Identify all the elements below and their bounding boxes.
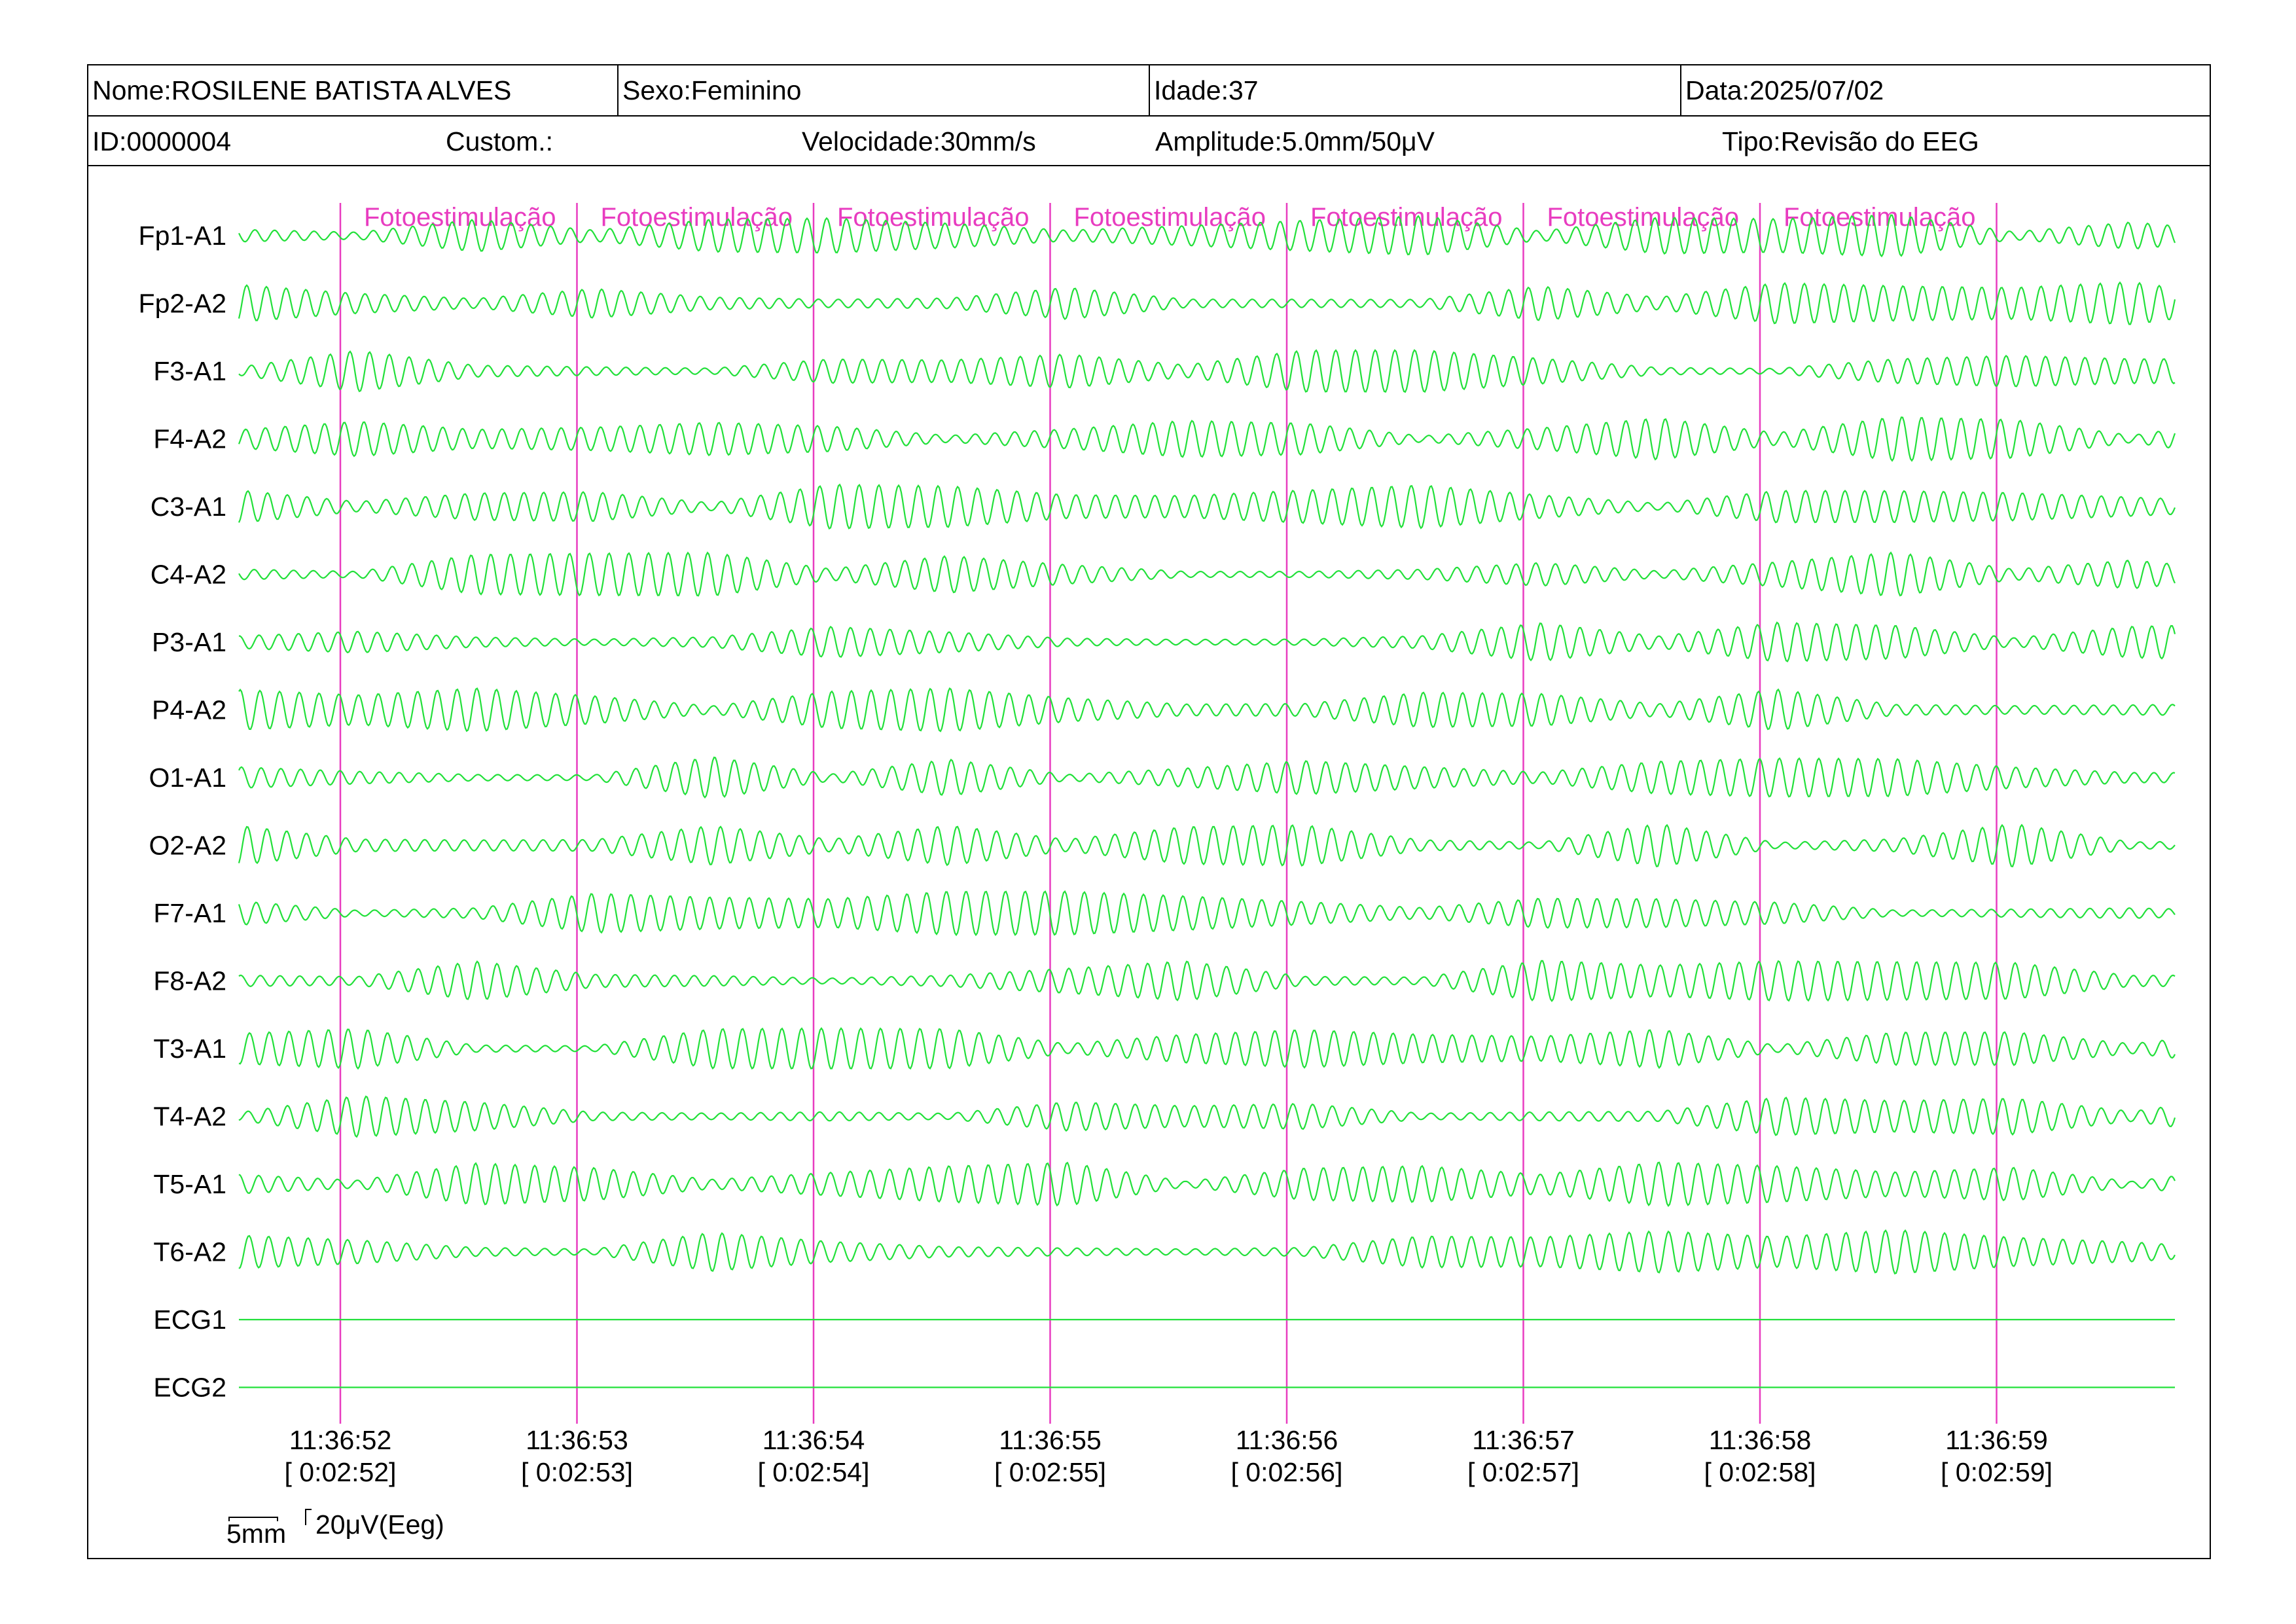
eeg-report-frame: Nome:ROSILENE BATISTA ALVES Sexo:Feminin… xyxy=(87,64,2211,1559)
header-row-patient: Nome:ROSILENE BATISTA ALVES Sexo:Feminin… xyxy=(88,65,2210,117)
patient-id: ID:0000004 xyxy=(92,126,232,156)
paper-speed: Velocidade:30mm/s xyxy=(802,126,1036,156)
patient-sex: Sexo:Feminino xyxy=(622,75,802,105)
header-divider xyxy=(1680,65,1681,115)
header-row-exam: ID:0000004 Custom.: Velocidade:30mm/s Am… xyxy=(88,117,2210,166)
amplitude-setting: Amplitude:5.0mm/50μV xyxy=(1155,126,1435,156)
patient-name: Nome:ROSILENE BATISTA ALVES xyxy=(92,75,512,105)
review-type: Tipo:Revisão do EEG xyxy=(1722,126,1979,156)
patient-age: Idade:37 xyxy=(1154,75,1259,105)
header-divider xyxy=(617,65,619,115)
custom-field: Custom.: xyxy=(446,126,554,156)
exam-date: Data:2025/07/02 xyxy=(1685,75,1884,105)
header-divider xyxy=(1149,65,1150,115)
